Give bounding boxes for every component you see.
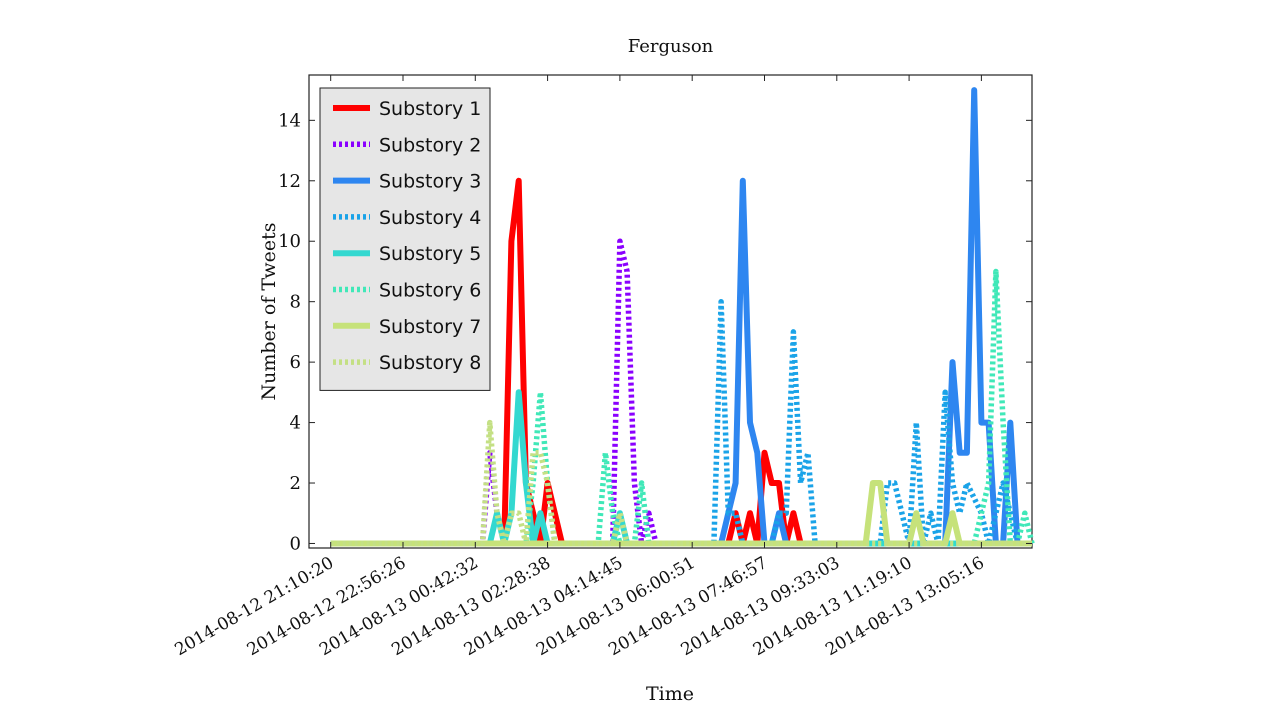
legend-label: Substory 1 [379,98,481,120]
legend: Substory 1 Substory 2 Substory 3 Substory 4… [319,87,491,391]
legend-item-substory-3: Substory 3 [333,171,481,193]
legend-item-substory-4: Substory 4 [333,207,481,229]
y-tick-label: 8 [290,292,301,313]
legend-item-substory-6: Substory 6 [333,280,481,302]
legend-item-substory-5: Substory 5 [333,243,481,265]
legend-label: Substory 4 [379,207,481,229]
legend-label: Substory 6 [379,280,481,302]
legend-label: Substory 8 [379,352,481,374]
series-line-substory-8 [330,419,1032,547]
y-tick-label: 4 [290,413,301,434]
y-axis-label: Number of Tweets [258,222,280,400]
legend-item-substory-2: Substory 2 [333,134,481,156]
y-tick-label: 0 [290,533,301,554]
chart-title: Ferguson [628,36,714,57]
legend-box [319,87,491,391]
series-line-substory-6 [330,268,1035,547]
y-axis: 0 2 4 6 8 10 12 14 [278,110,1032,554]
y-tick-label: 6 [290,352,301,373]
y-tick-label: 12 [278,171,301,192]
legend-label: Substory 5 [379,243,481,265]
legend-label: Substory 3 [379,171,481,193]
series-layer [330,87,1035,547]
legend-label: Substory 2 [379,134,481,156]
legend-label: Substory 7 [379,316,481,338]
x-axis-label: Time [646,683,694,705]
y-tick-label: 10 [278,231,301,252]
y-tick-label: 14 [278,110,301,131]
y-tick-label: 2 [290,473,301,494]
series-line-substory-7 [330,480,1032,547]
legend-item-substory-7: Substory 7 [333,316,481,338]
legend-item-substory-1: Substory 1 [333,98,481,120]
legend-item-substory-8: Substory 8 [333,352,481,374]
